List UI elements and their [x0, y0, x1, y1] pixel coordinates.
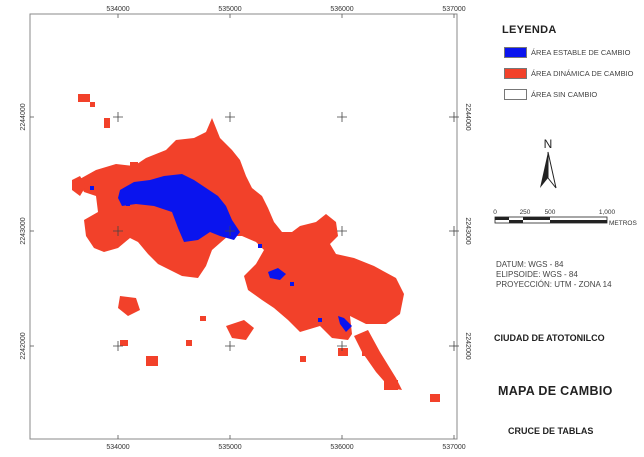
stable-patch — [126, 202, 130, 206]
scale-label: 250 — [520, 209, 531, 216]
legend-swatch-stable — [504, 46, 527, 58]
x-tick-label-top: 537000 — [442, 6, 465, 13]
scale-unit: METROS — [609, 220, 637, 227]
dynamic-area-main — [78, 118, 404, 340]
y-tick-label-left: 2242000 — [20, 332, 27, 359]
scale-label: 0 — [493, 209, 497, 216]
dynamic-patch — [146, 356, 158, 366]
dynamic-patch — [186, 340, 192, 346]
x-tick-label-top: 535000 — [218, 6, 241, 13]
projection-line: PROYECCIÓN: UTM - ZONA 14 — [496, 280, 612, 289]
dynamic-patch — [300, 356, 306, 362]
legend-title: LEYENDA — [502, 24, 557, 36]
x-tick-label-bottom: 536000 — [330, 444, 353, 451]
ellipsoid-line: ELIPSOIDE: WGS - 84 — [496, 270, 578, 279]
dynamic-area-south-arm — [354, 330, 402, 390]
dynamic-patch — [384, 380, 398, 390]
city-name: CIUDAD DE ATOTONILCO — [494, 333, 605, 343]
legend-item-no-change: ÁREA SIN CAMBIO — [504, 88, 597, 100]
dynamic-change-areas — [72, 94, 440, 402]
x-tick-label-bottom: 537000 — [442, 444, 465, 451]
map-subtitle: CRUCE DE TABLAS — [508, 426, 594, 436]
dynamic-area-west — [72, 176, 86, 196]
dynamic-patch — [362, 348, 370, 356]
dynamic-patch — [90, 102, 95, 107]
dynamic-patch — [104, 118, 110, 128]
map-title: MAPA DE CAMBIO — [498, 384, 613, 398]
y-tick-label-right: 2243000 — [464, 217, 471, 244]
scale-label: 500 — [545, 209, 556, 216]
legend-label-stable: ÁREA ESTABLE DE CAMBIO — [531, 47, 631, 57]
map-side-panel: LEYENDA ÁREA ESTABLE DE CAMBIO ÁREA DINÁ… — [490, 0, 644, 457]
dynamic-patch — [130, 162, 138, 168]
x-tick-label-bottom: 535000 — [218, 444, 241, 451]
y-tick-label-left: 2244000 — [20, 103, 27, 130]
legend-item-stable: ÁREA ESTABLE DE CAMBIO — [504, 46, 630, 58]
north-arrow-icon: N — [540, 137, 557, 189]
legend-swatch-no-change — [504, 88, 527, 100]
dynamic-patch — [430, 394, 440, 402]
y-ticks-left: 2244000 2243000 2242000 — [20, 103, 34, 360]
x-ticks-top: 534000 535000 536000 537000 — [106, 6, 466, 18]
dynamic-patch — [200, 316, 206, 321]
x-tick-label-bottom: 534000 — [106, 444, 129, 451]
north-label: N — [544, 137, 553, 151]
x-tick-label-top: 536000 — [330, 6, 353, 13]
stable-patch — [318, 318, 322, 322]
stable-patch — [90, 186, 94, 190]
x-ticks-bottom: 534000 535000 536000 537000 — [106, 435, 466, 451]
x-tick-label-top: 534000 — [106, 6, 129, 13]
stable-patch — [290, 282, 294, 286]
dynamic-patch — [120, 340, 128, 346]
scale-bar: 0 250 500 1,000 METROS — [493, 209, 637, 227]
datum-line: DATUM: WGS - 84 — [496, 260, 564, 269]
y-tick-label-left: 2243000 — [20, 217, 27, 244]
stable-area-main — [118, 174, 240, 242]
change-map: 534000 535000 536000 537000 534000 53500… — [20, 6, 471, 451]
dynamic-area-south-center — [226, 320, 254, 340]
stable-change-areas — [90, 174, 352, 332]
stable-patch — [258, 244, 262, 248]
dynamic-patch — [78, 94, 90, 102]
stable-area-center — [268, 268, 286, 280]
dynamic-area-south-west — [118, 296, 140, 316]
datum-block: DATUM: WGS - 84 ELIPSOIDE: WGS - 84 PROY… — [496, 260, 612, 290]
stable-area-east — [338, 316, 352, 332]
legend-label-no-change: ÁREA SIN CAMBIO — [531, 89, 598, 99]
legend-item-dynamic: ÁREA DINÁMICA DE CAMBIO — [504, 67, 634, 79]
y-tick-label-right: 2244000 — [464, 103, 471, 130]
legend-label-dynamic: ÁREA DINÁMICA DE CAMBIO — [531, 68, 634, 78]
y-tick-label-right: 2242000 — [464, 332, 471, 359]
y-ticks-right: 2244000 2243000 2242000 — [453, 103, 471, 360]
legend-swatch-dynamic — [504, 67, 527, 79]
dynamic-patch — [338, 348, 348, 356]
scale-label: 1,000 — [599, 209, 616, 216]
